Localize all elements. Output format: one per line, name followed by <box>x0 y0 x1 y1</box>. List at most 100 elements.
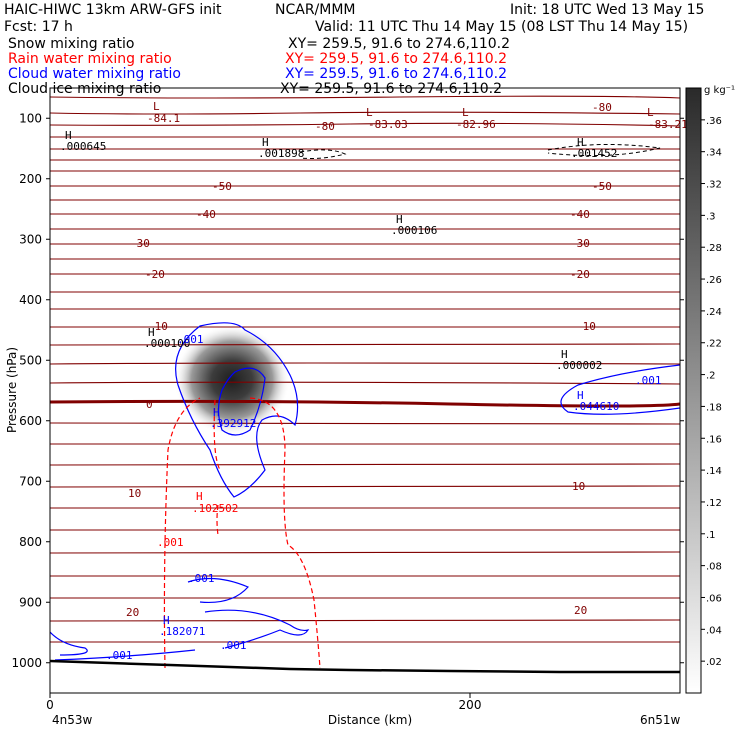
isotherm-label: -50 <box>212 180 232 193</box>
isotherm-label: -10 <box>148 320 168 333</box>
y-tick-label: 100 <box>19 111 42 125</box>
colorbar-tick-label: .1 <box>706 530 716 541</box>
low-value: -83.21 <box>648 118 688 131</box>
colorbar-tick-label: .18 <box>706 402 722 413</box>
isotherm-label: 0 <box>146 398 153 411</box>
contour-value-labels: .001 .001 .001 .001 .001 .001 <box>106 333 662 662</box>
y-tick-label: 200 <box>19 172 42 186</box>
valid-time: Valid: 11 UTC Thu 14 May 15 (08 LST Thu … <box>315 19 688 35</box>
y-tick-label: 800 <box>19 535 42 549</box>
high-value: .392912 <box>210 417 256 430</box>
colorbar-ticks: .36 .34 .32 .3 .28 .26 .24 .22 .2 .18 .16 .14 .12 .1.… <box>701 116 722 668</box>
cloud-ice-shading <box>174 325 290 435</box>
cloud-water-contour-label: .001 <box>220 639 247 652</box>
isotherm-label: -40 <box>196 208 216 221</box>
cloud-water-contour-label: .001 <box>635 374 662 387</box>
high-value: .182071 <box>159 625 205 638</box>
high-marker: H <box>163 614 170 627</box>
terrain-surface <box>50 659 680 674</box>
colorbar-tick-label: .3 <box>706 211 716 222</box>
forecast-hour: Fcst: 17 h <box>4 19 73 35</box>
isotherm-labels: -80 -80 -50 -50 -40 -40 -30 -30 -20 -20 … <box>126 101 612 619</box>
colorbar-tick-label: .14 <box>706 466 722 477</box>
colorbar-tick-label: .16 <box>706 434 722 445</box>
isotherm-label: -10 <box>576 320 596 333</box>
colorbar-ramp <box>685 87 702 694</box>
low-value: -82.96 <box>456 118 496 131</box>
field-xy-cloud-water: XY= 259.5, 91.6 to 274.6,110.2 <box>285 66 507 82</box>
init-time: Init: 18 UTC Wed 13 May 15 <box>510 2 704 18</box>
field-xy-cloud-ice: XY= 259.5, 91.6 to 274.6,110.2 <box>280 81 502 97</box>
low-value: -84.1 <box>147 112 180 125</box>
low-marker: L <box>647 106 654 119</box>
field-name-cloud-water: Cloud water mixing ratio <box>8 66 181 82</box>
cross-section-start-label: 4n53w <box>52 713 93 727</box>
colorbar-tick-label: .24 <box>706 307 722 318</box>
high-marker: H <box>577 136 584 149</box>
extrema-markers: L -84.1 L -83.03 L -82.96 L -83.21 H .00… <box>60 100 688 638</box>
high-marker: H <box>148 326 155 339</box>
low-marker: L <box>366 106 373 119</box>
high-value: .000002 <box>556 359 602 372</box>
isotherm-label: 10 <box>572 480 585 493</box>
field-name-cloud-ice: Cloud ice mixing ratio <box>8 81 161 97</box>
isotherm-label: -80 <box>592 101 612 114</box>
institution: NCAR/MMM <box>275 2 356 18</box>
colorbar-tick-label: .06 <box>706 593 722 604</box>
colorbar-tick-label: .22 <box>706 339 722 350</box>
rain-water-contours <box>163 397 321 669</box>
y-tick-label: 900 <box>19 595 42 609</box>
high-value: .102502 <box>192 502 238 515</box>
high-marker: H <box>65 129 72 142</box>
run-title: HAIC-HIWC 13km ARW-GFS init <box>4 2 222 18</box>
high-value: .000106 <box>391 224 437 237</box>
cloud-ice-contours <box>299 143 661 159</box>
x-tick-label: 200 <box>459 698 482 712</box>
low-marker: L <box>462 106 469 119</box>
colorbar-tick-label: .26 <box>706 275 722 286</box>
field-xy-rain: XY= 259.5, 91.6 to 274.6,110.2 <box>285 51 507 67</box>
colorbar-tick-label: .36 <box>706 116 722 127</box>
high-marker: H <box>561 348 568 361</box>
field-name-rain: Rain water mixing ratio <box>8 51 172 67</box>
colorbar-tick-label: .34 <box>706 148 722 159</box>
colorbar-tick-label: .32 <box>706 180 722 191</box>
high-marker: H <box>262 136 269 149</box>
plot-area <box>50 95 680 674</box>
isotherm-label: 20 <box>574 604 587 617</box>
low-value: -83.03 <box>368 118 408 131</box>
colorbar-unit: g kg⁻¹ <box>704 85 735 96</box>
high-value: .044610 <box>573 400 619 413</box>
isotherm-label: -30 <box>130 237 150 250</box>
colorbar-tick-label: .28 <box>706 243 722 254</box>
low-marker: L <box>153 100 160 113</box>
high-value: .000645 <box>60 140 106 153</box>
field-name-snow: Snow mixing ratio <box>8 36 134 52</box>
isotherm-label: 20 <box>126 606 139 619</box>
high-marker: H <box>396 213 403 226</box>
y-tick-label: 300 <box>19 232 42 246</box>
y-tick-label: 500 <box>19 353 42 367</box>
y-tick-label: 600 <box>19 414 42 428</box>
cloud-water-contour-label: .001 <box>106 649 133 662</box>
y-tick-label: 1000 <box>11 656 42 670</box>
high-value: .001898 <box>258 147 304 160</box>
colorbar-tick-label: .02 <box>706 657 722 668</box>
colorbar-tick-label: .04 <box>706 625 722 636</box>
colorbar-tick-label: .12 <box>706 498 722 509</box>
cloud-water-contour-label: .001 <box>177 333 204 346</box>
cloud-water-contour-label: .001 <box>188 572 215 585</box>
high-marker: H <box>577 389 584 402</box>
temperature-isotherms <box>50 95 680 643</box>
x-axis-label: Distance (km) <box>328 713 412 727</box>
y-axis-label: Pressure (hPa) <box>5 347 19 433</box>
freezing-level-isotherm <box>50 399 680 408</box>
isotherm-label: -40 <box>570 208 590 221</box>
y-tick-label: 400 <box>19 293 42 307</box>
isotherm-label: -30 <box>570 237 590 250</box>
isotherm-label: -20 <box>570 268 590 281</box>
cloud-water-contours <box>50 322 680 661</box>
isotherm-label: -20 <box>145 268 165 281</box>
x-axis: 0 200 <box>46 693 481 712</box>
